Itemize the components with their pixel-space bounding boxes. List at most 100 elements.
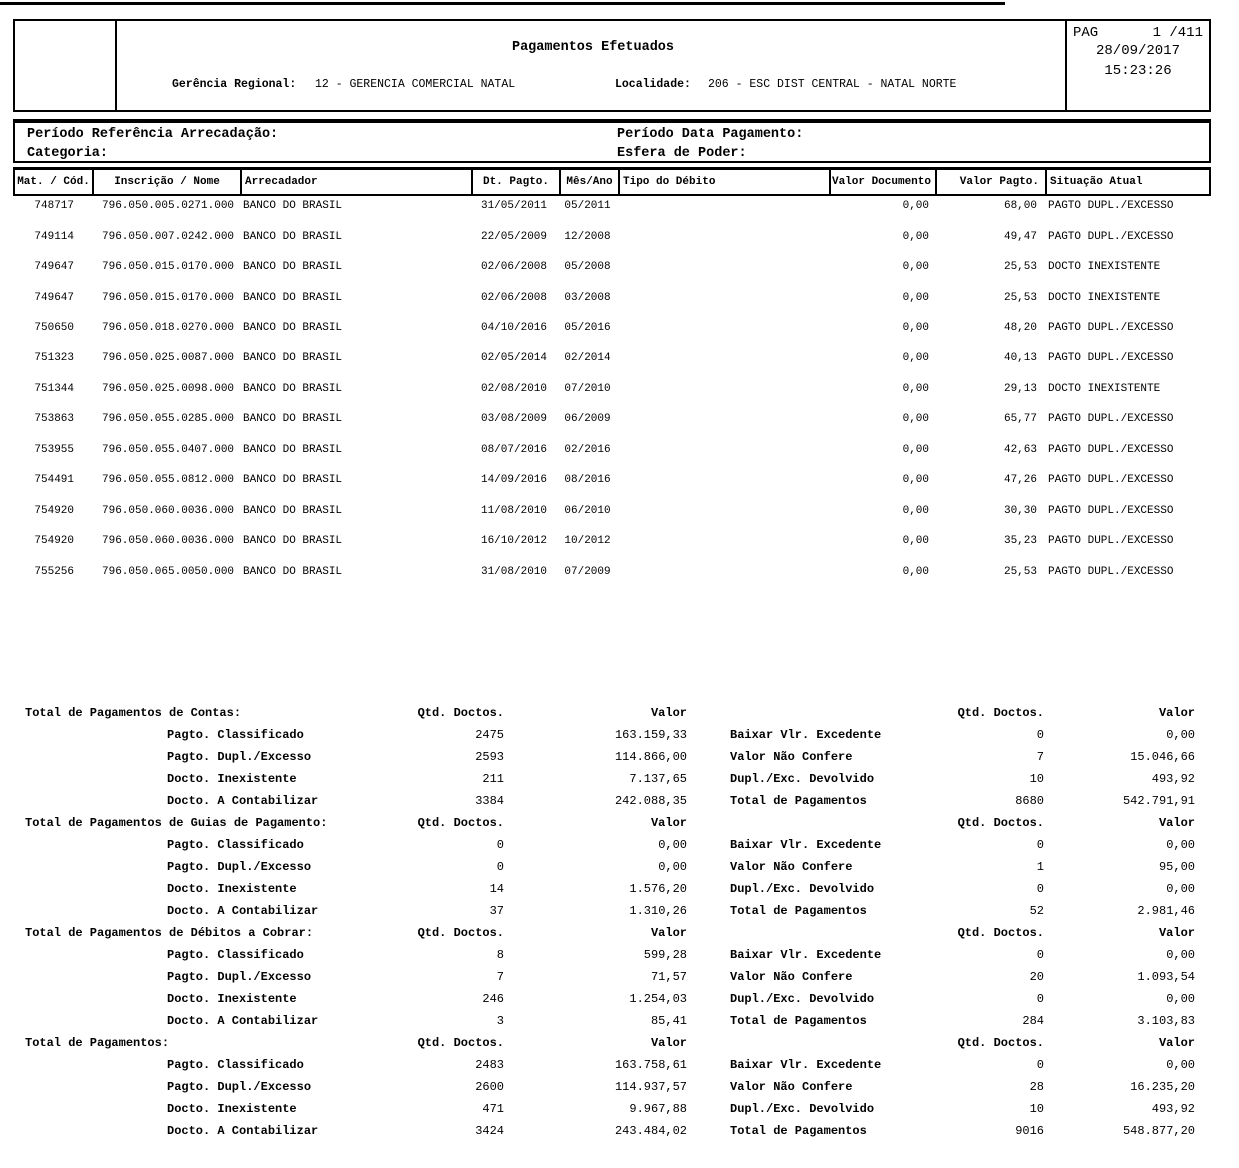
summary-item-label: Pagto. Dupl./Excesso xyxy=(167,1080,312,1094)
cell-inscricao-nome: 796.050.065.0050.000 xyxy=(102,565,235,578)
summary-block: Total de Pagamentos de Contas: Qtd. Docto… xyxy=(0,702,1239,812)
cell-dt-pagto: 08/07/2016 xyxy=(480,443,547,456)
table-row: 751344 796.050.025.0098.000 BANCO DO BRASI… xyxy=(13,374,1211,404)
summary-item-row: Pagto. Dupl./Excesso 2600 114.937,57 Valor … xyxy=(0,1076,1239,1098)
cell-inscricao-nome: 796.050.060.0036.000 xyxy=(102,504,235,517)
esfera-poder-label: Esfera de Poder: xyxy=(617,146,747,161)
cell-dt-pagto: 14/09/2016 xyxy=(480,474,547,487)
cell-valor-pagto: 25,53 xyxy=(1003,261,1037,274)
summary-item-label: Pagto. Classificado xyxy=(167,728,304,742)
table-row: 749647 796.050.015.0170.000 BANCO DO BRASI… xyxy=(13,282,1211,312)
cell-dt-pagto: 02/08/2010 xyxy=(480,382,547,395)
cell-inscricao-nome: 796.050.025.0098.000 xyxy=(102,382,235,395)
valor-header-right: Valor xyxy=(1158,706,1195,720)
page-label: PAG xyxy=(1073,25,1099,41)
cell-situacao-atual: PAGTO DUPL./EXCESSO xyxy=(1048,230,1174,243)
cell-valor-pagto: 29,13 xyxy=(1003,382,1037,395)
cell-tipo-debito xyxy=(618,435,829,465)
table-row: 749647 796.050.015.0170.000 BANCO DO BRASI… xyxy=(13,252,1211,282)
summary-item-label: Pagto. Dupl./Excesso xyxy=(167,750,312,764)
qtd-doctos-header-left: Qtd. Doctos. xyxy=(417,1036,504,1050)
cell-mat-cod: 753863 xyxy=(34,413,74,426)
summary-item-valor: 16.235,20 xyxy=(1130,1080,1195,1094)
summary-item-qtd: 3384 xyxy=(475,794,504,808)
summary-header-row: Total de Pagamentos: Qtd. Doctos. Valor Qtd… xyxy=(0,1032,1239,1054)
cell-dt-pagto: 02/06/2008 xyxy=(480,261,547,274)
summary-item-label: Baixar Vlr. Excedente xyxy=(730,728,882,742)
cell-tipo-debito xyxy=(618,556,829,586)
cell-valor-documento: 0,00 xyxy=(902,291,929,304)
cell-arrecadador: BANCO DO BRASIL xyxy=(243,291,343,304)
valor-header-left: Valor xyxy=(650,926,687,940)
summary-item-row: Docto. A Contabilizar 3424 243.484,02 Total… xyxy=(0,1120,1239,1142)
column-header-mes-ano: Mês/Ano xyxy=(561,170,620,194)
cell-arrecadador: BANCO DO BRASIL xyxy=(243,322,343,335)
summary-item-qtd: 2475 xyxy=(475,728,504,742)
cell-valor-documento: 0,00 xyxy=(902,261,929,274)
summary-item-valor: 0,00 xyxy=(1166,728,1195,742)
summary-item-qtd: 2483 xyxy=(475,1058,504,1072)
summary-item-valor: 0,00 xyxy=(658,838,687,852)
summary-item-label: Docto. A Contabilizar xyxy=(167,1014,319,1028)
page-info-box: PAG 1 /411 28/09/2017 15:23:26 xyxy=(1065,21,1209,110)
localidade-value: 206 - ESC DIST CENTRAL - NATAL NORTE xyxy=(708,78,957,91)
cell-valor-pagto: 48,20 xyxy=(1003,322,1037,335)
summary-item-row: Pagto. Classificado 0 0,00 Baixar Vlr. Exce… xyxy=(0,834,1239,856)
cell-situacao-atual: PAGTO DUPL./EXCESSO xyxy=(1048,474,1174,487)
summary-item-qtd: 3 xyxy=(496,1014,504,1028)
table-row: 753955 796.050.055.0407.000 BANCO DO BRASI… xyxy=(13,435,1211,465)
summary-item-valor: 0,00 xyxy=(1166,948,1195,962)
summary-item-row: Pagto. Classificado 2475 163.159,33 Baixar … xyxy=(0,724,1239,746)
table-row: 754920 796.050.060.0036.000 BANCO DO BRASI… xyxy=(13,526,1211,556)
summary-block: Total de Pagamentos de Débitos a Cobrar:… xyxy=(0,922,1239,1032)
summary-item-valor: 0,00 xyxy=(1166,838,1195,852)
summary-item-row: Docto. Inexistente 14 1.576,20 Dupl./Exc. D… xyxy=(0,878,1239,900)
report-date: 28/09/2017 xyxy=(1095,43,1180,59)
cell-valor-pagto: 35,23 xyxy=(1003,535,1037,548)
cell-mat-cod: 753955 xyxy=(34,443,74,456)
page-number: 1 /411 xyxy=(1152,25,1203,41)
categoria-label: Categoria: xyxy=(27,146,109,161)
qtd-doctos-header-right: Qtd. Doctos. xyxy=(957,816,1044,830)
cell-arrecadador: BANCO DO BRASIL xyxy=(243,352,343,365)
summary-item-label: Dupl./Exc. Devolvido xyxy=(730,882,875,896)
cell-tipo-debito xyxy=(618,313,829,343)
summary-item-label: Docto. Inexistente xyxy=(167,1102,297,1116)
gerencia-regional-value: 12 - GERENCIA COMERCIAL NATAL xyxy=(315,78,516,91)
cell-situacao-atual: DOCTO INEXISTENTE xyxy=(1048,291,1161,304)
cell-inscricao-nome: 796.050.055.0285.000 xyxy=(102,413,235,426)
summary-item-qtd: 471 xyxy=(482,1102,504,1116)
cell-valor-documento: 0,00 xyxy=(902,230,929,243)
cell-dt-pagto: 31/08/2010 xyxy=(480,565,547,578)
summary-item-qtd: 211 xyxy=(482,772,504,786)
summary-item-valor: 114.866,00 xyxy=(614,750,687,764)
summary-item-label: Total de Pagamentos xyxy=(730,1014,867,1028)
qtd-doctos-header-left: Qtd. Doctos. xyxy=(417,926,504,940)
cell-inscricao-nome: 796.050.007.0242.000 xyxy=(102,230,235,243)
summary-item-row: Docto. A Contabilizar 3 85,41 Total de Paga… xyxy=(0,1010,1239,1032)
cell-situacao-atual: DOCTO INEXISTENTE xyxy=(1048,382,1161,395)
summary-item-valor: 0,00 xyxy=(1166,992,1195,1006)
summary-item-valor: 1.254,03 xyxy=(629,992,687,1006)
summary-item-qtd: 7 xyxy=(1036,750,1044,764)
summary-item-qtd: 246 xyxy=(482,992,504,1006)
summary-item-label: Pagto. Dupl./Excesso xyxy=(167,970,312,984)
summary-item-label: Baixar Vlr. Excedente xyxy=(730,948,882,962)
periodo-pagamento-label: Período Data Pagamento: xyxy=(617,127,804,142)
cell-valor-documento: 0,00 xyxy=(902,352,929,365)
table-row: 753863 796.050.055.0285.000 BANCO DO BRASI… xyxy=(13,404,1211,434)
table-row: 754920 796.050.060.0036.000 BANCO DO BRASI… xyxy=(13,496,1211,526)
page-title: Pagamentos Efetuados xyxy=(511,40,675,55)
filter-box: Período Referência Arrecadação: Categori… xyxy=(13,119,1211,163)
summary-item-qtd: 0 xyxy=(496,838,504,852)
column-header-arrecadador: Arrecadador xyxy=(242,170,473,194)
summary-item-valor: 163.758,61 xyxy=(614,1058,687,1072)
cell-situacao-atual: PAGTO DUPL./EXCESSO xyxy=(1048,200,1174,213)
summary-block: Total de Pagamentos: Qtd. Doctos. Valor Qtd… xyxy=(0,1032,1239,1142)
summary-item-qtd: 37 xyxy=(489,904,504,918)
cell-dt-pagto: 02/06/2008 xyxy=(480,291,547,304)
cell-mat-cod: 751323 xyxy=(34,352,74,365)
summary-item-label: Total de Pagamentos xyxy=(730,1124,867,1138)
summary-item-valor: 163.159,33 xyxy=(614,728,687,742)
cell-inscricao-nome: 796.050.015.0170.000 xyxy=(102,261,235,274)
